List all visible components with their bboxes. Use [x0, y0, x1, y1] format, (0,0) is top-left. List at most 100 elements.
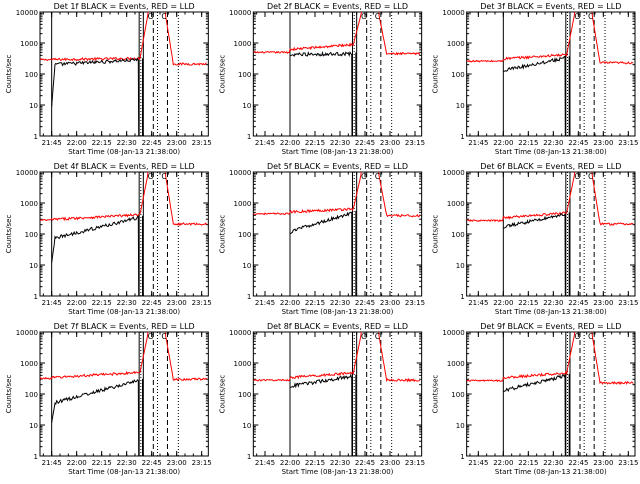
panel-title: Det 2f BLACK = Events, RED = LLD — [267, 2, 408, 11]
marker-label-o: O — [361, 332, 367, 341]
marker-label-c: C — [588, 172, 594, 181]
x-tick-label: 22:45 — [568, 139, 588, 147]
lld-series-line — [40, 172, 208, 227]
x-tick-label: 22:30 — [543, 459, 563, 467]
y-axis-label: Counts/sec — [5, 55, 13, 94]
x-tick-label: 23:00 — [380, 299, 400, 307]
marker-label-o: O — [574, 12, 580, 21]
panel-title: Det 3f BLACK = Events, RED = LLD — [480, 2, 621, 11]
y-axis-label: Counts/sec — [218, 215, 226, 254]
detector-panel: Det 3f BLACK = Events, RED = LLD 1 10 100 10… — [432, 2, 639, 156]
x-tick-label: 21:45 — [42, 299, 62, 307]
x-axis-label: Start Time (08-Jan-13 21:38:00) — [282, 308, 394, 316]
x-tick-label: 22:15 — [518, 299, 538, 307]
y-axis-label: Counts/sec — [5, 375, 13, 414]
y-axis-label: Counts/sec — [5, 215, 13, 254]
marker-lines — [51, 12, 179, 136]
x-tick-label: 21:45 — [468, 299, 488, 307]
axes-box — [252, 331, 423, 457]
y-tick-label: 10 — [242, 102, 251, 110]
lld-series-line — [40, 12, 207, 66]
y-tick-label: 10 — [456, 422, 465, 430]
marker-label-o: O — [148, 172, 154, 181]
x-tick-label: 22:30 — [330, 459, 350, 467]
y-tick-label: 1000 — [20, 200, 38, 208]
x-tick-label: 22:15 — [92, 139, 112, 147]
x-tick-label: 22:45 — [568, 459, 588, 467]
events-series-line — [503, 55, 566, 136]
events-series-line — [503, 374, 566, 456]
y-tick-label: 1 — [34, 293, 38, 301]
marker-label-c: C — [375, 12, 381, 21]
x-tick-label: 22:45 — [355, 299, 375, 307]
series-group — [466, 12, 634, 136]
detector-panel: Det 5f BLACK = Events, RED = LLD 1 10 100 10… — [218, 162, 425, 316]
x-tick-label: 22:45 — [142, 139, 162, 147]
x-tick-label: 22:30 — [330, 299, 350, 307]
x-tick-label: 23:15 — [405, 459, 425, 467]
x-axis-label: Start Time (08-Jan-13 21:38:00) — [68, 468, 180, 476]
y-tick-label: 10000 — [229, 329, 251, 337]
marker-label-c: C — [161, 332, 167, 341]
x-tick-label: 22:30 — [330, 139, 350, 147]
x-axis-label: Start Time (08-Jan-13 21:38:00) — [68, 148, 180, 156]
y-tick-label: 10 — [242, 262, 251, 270]
y-axis-label: Counts/sec — [432, 375, 440, 414]
x-tick-label: 23:15 — [192, 299, 212, 307]
y-axis-label: Counts/sec — [218, 375, 226, 414]
series-group — [466, 172, 634, 296]
series-group — [253, 12, 421, 136]
x-tick-label: 22:00 — [493, 139, 513, 147]
x-tick-label: 23:00 — [167, 459, 187, 467]
x-tick-label: 23:00 — [380, 459, 400, 467]
x-tick-label: 22:45 — [142, 459, 162, 467]
y-tick-label: 1000 — [447, 200, 465, 208]
marker-lines — [289, 172, 393, 296]
y-tick-label: 1 — [34, 133, 38, 141]
x-tick-label: 23:15 — [405, 139, 425, 147]
events-series-line — [289, 211, 353, 296]
x-tick-label: 21:45 — [255, 139, 275, 147]
marker-label-o: O — [574, 332, 580, 341]
axes-box — [466, 171, 636, 297]
marker-lines — [51, 332, 179, 456]
x-tick-label: 23:00 — [167, 299, 187, 307]
events-series-line — [503, 212, 566, 296]
marker-lines — [51, 172, 179, 296]
x-tick-label: 22:15 — [92, 299, 112, 307]
marker-label-c: C — [588, 12, 594, 21]
marker-label-c: C — [375, 172, 381, 181]
x-tick-label: 21:45 — [468, 139, 488, 147]
x-tick-label: 22:00 — [493, 459, 513, 467]
y-tick-label: 1 — [34, 453, 38, 461]
x-tick-label: 22:00 — [280, 139, 300, 147]
x-tick-label: 23:15 — [618, 139, 638, 147]
y-tick-label: 10000 — [229, 9, 251, 17]
x-tick-label: 21:45 — [468, 459, 488, 467]
detector-panel: Det 1f BLACK = Events, RED = LLD 1 10 100 10… — [5, 2, 212, 156]
y-tick-label: 1 — [460, 133, 464, 141]
detector-panel: Det 2f BLACK = Events, RED = LLD 1 10 100 10… — [218, 2, 425, 156]
x-tick-label: 22:30 — [117, 459, 137, 467]
y-tick-label: 1000 — [234, 360, 252, 368]
y-tick-label: 1000 — [447, 40, 465, 48]
detector-panel: Det 4f BLACK = Events, RED = LLD 1 10 100 10… — [5, 162, 212, 316]
panel-title: Det 7f BLACK = Events, RED = LLD — [54, 322, 195, 331]
y-tick-label: 100 — [25, 391, 38, 399]
x-tick-label: 22:45 — [355, 459, 375, 467]
lld-series-line — [253, 12, 421, 56]
lld-series-line — [466, 172, 634, 226]
y-tick-label: 10 — [456, 262, 465, 270]
y-tick-label: 100 — [25, 231, 38, 239]
x-tick-label: 23:15 — [405, 299, 425, 307]
x-tick-label: 21:45 — [42, 139, 62, 147]
x-tick-label: 22:30 — [543, 299, 563, 307]
y-tick-label: 10000 — [16, 169, 38, 177]
x-tick-label: 22:45 — [568, 299, 588, 307]
x-tick-label: 22:00 — [280, 459, 300, 467]
x-axis-label: Start Time (08-Jan-13 21:38:00) — [495, 308, 607, 316]
detector-panel: Det 8f BLACK = Events, RED = LLD 1 10 100 10… — [218, 322, 425, 476]
x-tick-label: 22:15 — [305, 299, 325, 307]
